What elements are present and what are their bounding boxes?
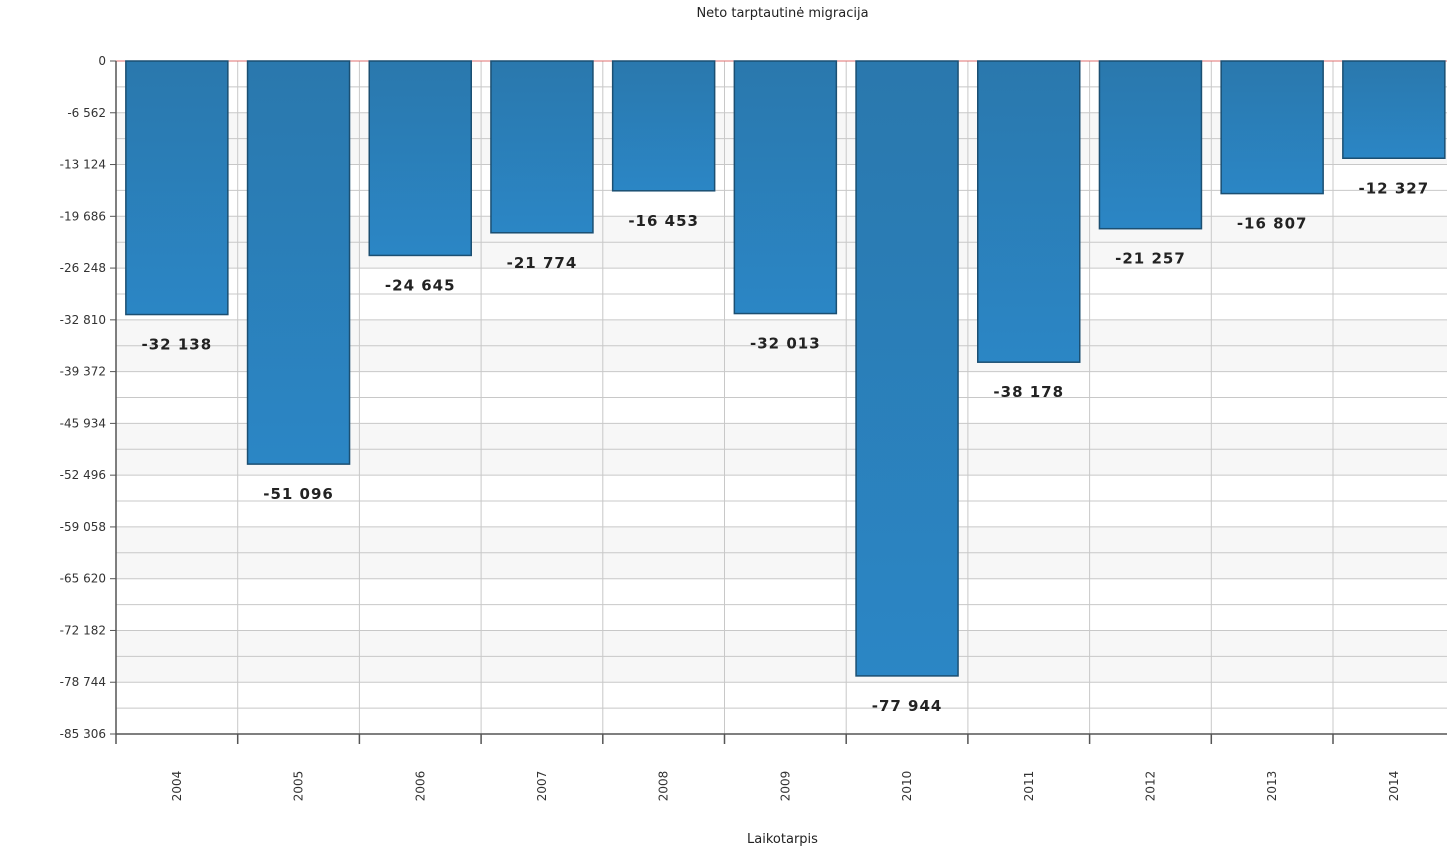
bar-2013 [1220,60,1324,195]
y-tick-label: -65 620 [60,572,106,586]
value-label-2006: -24 645 [385,276,456,294]
y-tick-label: -52 496 [60,468,106,482]
bar-2010 [855,60,959,677]
x-axis-title: Laikotarpis [747,832,818,847]
bar-2008 [611,60,716,192]
x-tick-label-2007: 2007 [535,771,549,802]
y-tick-label: -13 124 [60,158,106,172]
y-tick-label: -19 686 [60,209,106,223]
value-label-2014: -12 327 [1359,179,1430,197]
bar-2004 [125,60,229,316]
x-tick-label-2010: 2010 [900,771,914,802]
x-tick-label-2004: 2004 [170,771,184,802]
x-tick-label-2012: 2012 [1143,771,1157,802]
bar-2014 [1342,60,1446,160]
y-tick-label: -85 306 [60,727,106,741]
bar-2005 [246,60,351,465]
value-label-2007: -21 774 [507,254,578,272]
x-tick-label-2011: 2011 [1022,771,1036,802]
y-tick-label: -32 810 [60,313,106,327]
value-label-2011: -38 178 [993,383,1064,401]
value-label-2005: -51 096 [263,485,334,503]
y-tick-label: -39 372 [60,365,106,379]
value-label-2009: -32 013 [750,335,821,353]
bar-2007 [490,60,594,234]
bar-2012 [1098,60,1203,230]
x-tick-label-2013: 2013 [1265,771,1279,802]
x-tick-label-2009: 2009 [778,771,792,802]
y-tick-label: 0 [98,54,106,68]
value-label-2008: -16 453 [628,212,699,230]
y-tick-label: -78 744 [60,675,106,689]
value-label-2010: -77 944 [872,697,943,715]
value-label-2012: -21 257 [1115,250,1186,268]
value-label-2013: -16 807 [1237,215,1308,233]
y-tick-label: -59 058 [60,520,106,534]
bar-2009 [733,60,838,315]
x-tick-label-2014: 2014 [1387,771,1401,802]
y-tick-label: -6 562 [67,106,106,120]
y-tick-label: -26 248 [60,261,106,275]
y-tick-label: -72 182 [60,623,106,637]
chart-title: Neto tarptautinė migracija [696,6,869,21]
bar-2006 [368,60,472,257]
bar-2011 [977,60,1081,363]
x-tick-label-2006: 2006 [413,771,427,802]
x-tick-label-2005: 2005 [292,771,306,802]
x-tick-label-2008: 2008 [657,771,671,802]
y-tick-label: -45 934 [60,416,106,430]
value-label-2004: -32 138 [142,336,213,354]
